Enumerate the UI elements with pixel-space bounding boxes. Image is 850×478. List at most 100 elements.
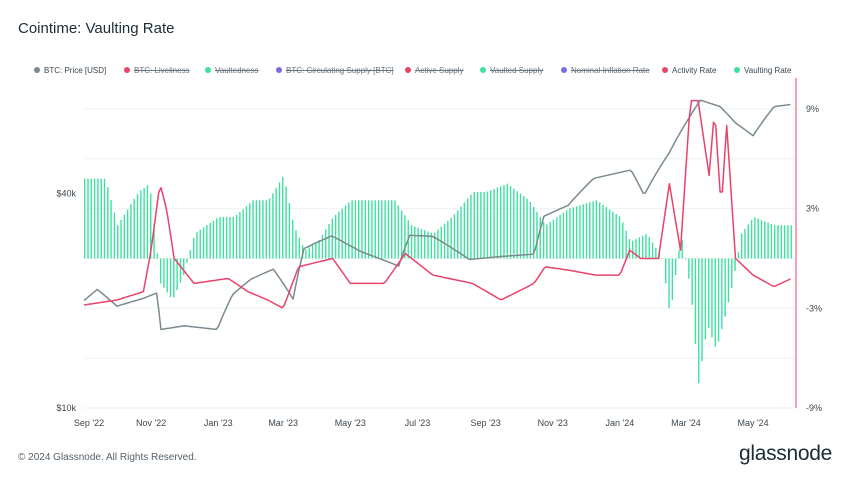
vaulting-rate-bar [278,182,281,259]
vaulting-rate-bar [258,200,261,259]
vaulting-rate-bar [674,258,677,276]
vaulting-rate-bar [622,222,624,259]
vaulting-rate-bar [513,188,515,259]
vaulting-rate-bar [688,258,690,279]
glassnode-logo: glassnode [738,442,832,465]
vaulting-rate-bar [724,258,726,317]
vaulting-rate-bar [245,206,248,259]
vaulting-rate-bar [156,253,159,259]
vaulting-rate-bar [566,210,568,259]
vaulting-rate-bar [377,200,380,259]
legend-item-vaulted-supply[interactable]: Vaulted Supply [480,66,543,75]
legend-item-liveliness[interactable]: BTC: Liveliness [124,66,190,75]
vaulting-rate-bar [318,240,320,259]
vaulting-rate-bar [767,222,769,259]
x-axis-tick-label: May '23 [335,418,366,428]
vaulting-rate-bar [717,258,720,342]
vaulting-rate-bar [173,258,175,298]
legend-label: BTC: Liveliness [134,66,190,75]
legend-item-circulating-supply[interactable]: BTC: Circulating Supply [BTC] [276,66,394,75]
x-axis-tick-label: Jan '23 [204,418,233,428]
vaulting-rate-bar [569,208,571,259]
vaulting-rate-bar [608,209,611,259]
vaulting-rate-bar [159,258,162,284]
vaulting-rate-bar [334,214,337,259]
vaulting-rate-bar [308,247,310,259]
x-axis-tick-label: Sep '22 [74,418,104,428]
vaulting-rate-bar [328,224,330,259]
vaulting-rate-bar [272,193,274,259]
x-axis-tick-label: Jan '24 [606,418,635,428]
vaulting-rate-bar [381,200,383,259]
vaulting-rate-bar [582,204,584,259]
legend-label: Active Supply [415,66,464,75]
vaulting-rate-bar [684,258,687,260]
vaulting-rate-bar [665,258,667,284]
vaulting-rate-bar [450,217,452,259]
legend-label: Vaulting Rate [744,66,792,75]
vaulting-rate-bar [519,193,522,259]
vaulting-rate-bar [764,221,766,259]
vaulting-rate-bar [400,210,403,259]
vaulting-rate-bar [140,190,142,259]
legend-item-vaultedness[interactable]: Vaultedness [205,66,258,75]
vaulting-rate-bar [107,187,109,259]
vaulting-rate-bar [249,203,251,259]
vaulting-rate-bar [268,198,271,259]
vaulting-rate-bar [420,228,423,259]
legend-dot-icon [480,67,486,73]
vaulting-rate-bar [348,202,350,259]
vaulting-rate-bar [100,178,102,259]
vaulting-rate-bar [305,249,307,259]
legend-label: Nominal Inflation Rate [571,66,650,75]
vaulting-rate-bar [490,190,492,259]
vaulting-rate-bar [691,258,693,305]
vaulting-rate-bar [678,250,680,259]
vaulting-rate-bar [770,223,773,259]
legend-dot-icon [34,67,40,73]
legend-label: BTC: Circulating Supply [BTC] [286,66,394,75]
vaulting-rate-bar [361,200,363,259]
vaulting-rate-bar [589,202,591,259]
legend-dot-icon [124,67,130,73]
vaulting-rate-bar [655,247,657,259]
legend-item-activity-rate[interactable]: Activity Rate [662,66,716,75]
vaulting-rate-bar [437,229,439,259]
vaulting-rate-bar [661,258,664,259]
vaulting-rate-bar [734,258,736,271]
vaulting-rate-bar [265,200,267,259]
chart-legend: BTC: Price [USD] BTC: Liveliness Vaulted… [34,66,814,78]
vaulting-rate-bar [374,200,376,259]
vaulting-rate-bar [136,193,139,259]
legend-item-nominal-inflation[interactable]: Nominal Inflation Rate [561,66,650,75]
vaulting-rate-bar [232,216,234,259]
x-axis-tick-label: Jul '23 [405,418,431,428]
vaulting-rate-bar [242,209,244,259]
legend-item-btc-price[interactable]: BTC: Price [USD] [34,66,106,75]
vaulting-rate-bar [117,225,119,259]
vaulting-rate-bar [126,209,129,259]
vaulting-rate-bar [466,198,469,259]
legend-item-active-supply[interactable]: Active Supply [405,66,463,75]
vaulting-rate-bar [496,187,499,259]
x-axis-tick-label: Mar '24 [671,418,701,428]
vaulting-rate-bar [509,186,512,259]
vaulting-rate-bar [777,225,779,259]
vaulting-rate-bar [351,200,353,259]
vaulting-rate-bar [150,193,152,259]
vaulting-rate-bar [773,225,776,259]
legend-item-vaulting-rate[interactable]: Vaulting Rate [734,66,791,75]
vaulting-rate-bar [192,237,195,259]
vaulting-rate-bar [612,211,614,259]
vaulting-rate-bar [671,258,674,300]
vaulting-rate-bar [790,225,792,259]
legend-dot-icon [561,67,567,73]
vaulting-rate-bar [721,258,723,330]
vaulting-rate-bar [447,220,449,259]
x-axis-tick-label: Nov '23 [538,418,568,428]
vaulting-rate-bar [440,226,442,259]
vaulting-rate-bar [585,203,588,259]
vaulting-rate-bar [575,206,578,259]
vaulting-rate-bar [358,200,360,259]
